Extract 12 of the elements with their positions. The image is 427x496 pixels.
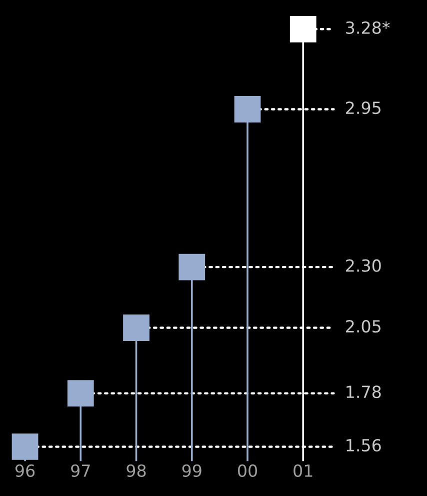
data-label: 2.95 xyxy=(346,101,380,114)
x-tick-label: 97 xyxy=(71,464,90,477)
x-tick-label: 98 xyxy=(126,464,146,477)
x-tick-label: 96 xyxy=(15,464,35,477)
x-tick-label: 00 xyxy=(238,464,257,477)
data-label: 1.56 xyxy=(346,438,381,452)
data-label: 2.05 xyxy=(346,320,380,333)
x-tick-label: 01 xyxy=(294,464,312,477)
data-label: 3.28* xyxy=(346,21,390,34)
x-tick-label: 99 xyxy=(182,464,202,477)
data-label: 1.78 xyxy=(346,386,381,398)
data-label: 2.30 xyxy=(346,259,381,272)
